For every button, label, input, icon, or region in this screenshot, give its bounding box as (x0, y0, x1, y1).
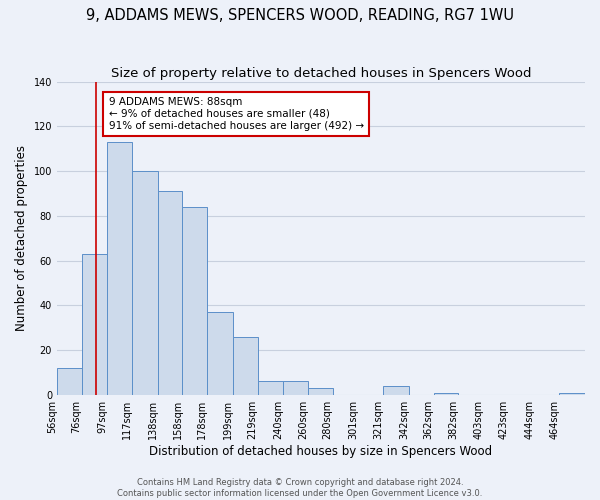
Bar (182, 207, 207, 395)
Bar (308, 388, 332, 395)
X-axis label: Distribution of detached houses by size in Spencers Wood: Distribution of detached houses by size … (149, 444, 493, 458)
Text: Contains HM Land Registry data © Crown copyright and database right 2024.
Contai: Contains HM Land Registry data © Crown c… (118, 478, 482, 498)
Bar (57, 368, 82, 395)
Bar (132, 171, 158, 395)
Bar (233, 336, 257, 395)
Text: 9 ADDAMS MEWS: 88sqm
← 9% of detached houses are smaller (48)
91% of semi-detach: 9 ADDAMS MEWS: 88sqm ← 9% of detached ho… (109, 98, 364, 130)
Bar (257, 382, 283, 395)
Bar (383, 386, 409, 395)
Bar (559, 392, 585, 395)
Text: 9, ADDAMS MEWS, SPENCERS WOOD, READING, RG7 1WU: 9, ADDAMS MEWS, SPENCERS WOOD, READING, … (86, 8, 514, 22)
Title: Size of property relative to detached houses in Spencers Wood: Size of property relative to detached ho… (111, 68, 531, 80)
Bar (434, 392, 458, 395)
Bar (283, 382, 308, 395)
Bar (107, 142, 132, 395)
Y-axis label: Number of detached properties: Number of detached properties (15, 145, 28, 331)
Bar (82, 254, 107, 395)
Bar (158, 192, 182, 395)
Bar (207, 312, 233, 395)
